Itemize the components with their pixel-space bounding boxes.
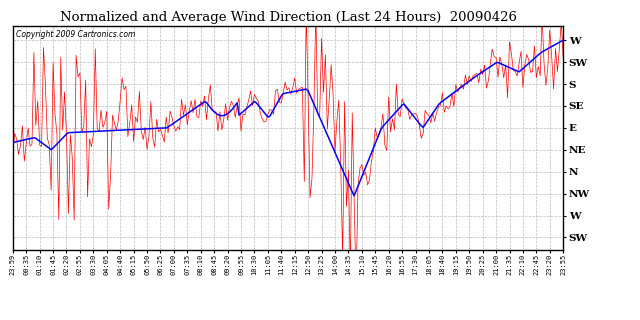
Text: Copyright 2009 Cartronics.com: Copyright 2009 Cartronics.com — [15, 30, 135, 39]
Title: Normalized and Average Wind Direction (Last 24 Hours)  20090426: Normalized and Average Wind Direction (L… — [60, 12, 516, 24]
